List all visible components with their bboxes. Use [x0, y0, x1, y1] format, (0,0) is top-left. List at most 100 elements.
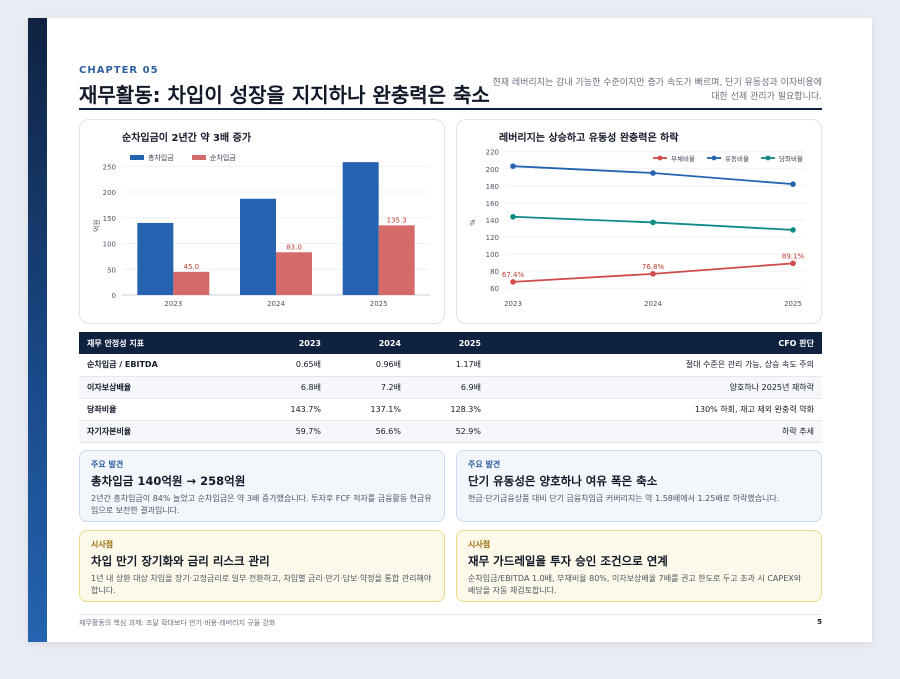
value-2024: 0.96배 [329, 354, 409, 377]
x-tick-label: 2024 [267, 300, 285, 308]
y-tick-label: 160 [486, 200, 499, 208]
data-label: 83.0 [286, 243, 302, 251]
data-point-quick-ratio [650, 219, 656, 226]
table-row: 순차입금 / EBITDA 0.65배 0.96배 1.17배 절대 수준은 관… [79, 354, 822, 377]
y-tick-label: 120 [486, 234, 499, 242]
data-label: 45.0 [184, 263, 200, 271]
y-tick-label: 180 [486, 183, 499, 191]
column-header-2023: 2023 [249, 332, 329, 354]
card-tag: 시사점 [91, 540, 114, 549]
data-point-debt-ratio [650, 271, 656, 277]
data-point-quick-ratio [510, 213, 516, 220]
value-2025: 52.9% [409, 420, 489, 443]
bar-total-borrowings [240, 198, 276, 295]
value-2024: 7.2배 [329, 376, 409, 399]
cfo-view: 절대 수준은 관리 가능, 상승 속도 주의 [489, 354, 822, 377]
side-accent-bar [28, 18, 47, 642]
x-tick-label: 2023 [164, 300, 182, 308]
x-tick-label: 2025 [784, 300, 802, 308]
card-heading: 총차입금 140억원 → 258억원 [91, 474, 246, 488]
y-tick-label: 0 [112, 292, 116, 300]
bar-net-borrowings [378, 225, 415, 295]
metric-name: 순차입금 / EBITDA [79, 354, 249, 377]
metric-name: 자기자본비율 [79, 420, 249, 443]
y-tick-label: 250 [103, 163, 116, 171]
data-point-quick-ratio [790, 227, 796, 233]
card-heading: 단기 유동성은 양호하나 여유 폭은 축소 [468, 474, 658, 488]
borrowings-chart-panel: 순차입금이 2년간 약 3배 증가 0 50 100 150 200 250 억원 45.0 20… [79, 119, 445, 324]
card-tag: 주요 발견 [468, 460, 501, 469]
legend-swatch [192, 155, 206, 160]
y-tick-label: 140 [486, 217, 499, 225]
chart-title: 레버리지는 상승하고 유동성 완충력은 하락 [499, 131, 679, 144]
bar-total-borrowings [137, 222, 174, 295]
value-2025: 1.17배 [409, 354, 489, 377]
page-number: 5 [817, 618, 822, 626]
table-row: 당좌비율 143.7% 137.1% 128.3% 130% 하회, 재고 제외… [79, 398, 822, 421]
data-point-current-ratio [510, 163, 516, 170]
y-tick-label: 150 [103, 215, 116, 223]
value-2023: 6.8배 [249, 376, 329, 399]
legend-marker [711, 155, 717, 161]
bar-net-borrowings [173, 271, 210, 295]
legend-label: 총차입금 [148, 153, 174, 162]
x-tick-label: 2024 [644, 300, 662, 308]
metric-name: 당좌비율 [79, 398, 249, 421]
data-point-current-ratio [790, 181, 796, 187]
title-rule [79, 108, 822, 110]
cfo-view: 양호하나 2025년 재하락 [489, 376, 822, 399]
cfo-view: 하락 추세 [489, 420, 822, 443]
report-page: CHAPTER 05 재무활동: 차입이 성장을 지지하나 완충력은 축소 현재… [28, 18, 872, 642]
bar-total-borrowings [342, 162, 379, 295]
y-axis-label: % [469, 219, 477, 226]
card-body: 순차입금/EBITDA 1.0배, 부채비율 80%, 이자보상배율 7배를 권… [468, 574, 802, 595]
data-label: 76.8% [642, 263, 665, 271]
data-label: 135.3 [387, 216, 407, 224]
card-heading: 차입 만기 장기화와 금리 리스크 관리 [91, 554, 270, 568]
value-2025: 128.3% [409, 398, 489, 421]
legend-label: 부채비율 [671, 154, 695, 163]
legend-label: 당좌비율 [779, 154, 803, 163]
card-heading: 재무 가드레일을 투자 승인 조건으로 연계 [468, 554, 668, 568]
stability-table: 재무 안정성 지표 2023 2024 2025 CFO 판단 순차입금 / E… [79, 332, 822, 443]
data-point-debt-ratio [790, 260, 796, 267]
data-label: 89.1% [782, 252, 805, 260]
footer-note: 재무활동의 핵심 과제: 조달 확대보다 만기·비용·레버리지 규율 강화 [79, 619, 276, 627]
metric-name: 이자보상배율 [79, 376, 249, 399]
value-2023: 59.7% [249, 420, 329, 443]
y-tick-label: 220 [486, 149, 499, 157]
implication-card-guardrail: 시사점 재무 가드레일을 투자 승인 조건으로 연계 순차입금/EBITDA 1… [456, 530, 822, 602]
y-axis-label: 억원 [92, 219, 101, 232]
leverage-chart-panel: 레버리지는 상승하고 유동성 완충력은 하락 60 80 100 120 140 160 18… [456, 119, 822, 324]
borrowings-bar-chart: 순차입금이 2년간 약 3배 증가 0 50 100 150 200 250 억원 45.0 20… [92, 131, 430, 308]
card-body: 1년 내 상환 대상 차입을 장기·고정금리로 일부 전환하고, 차입별 금리·… [91, 574, 432, 595]
table-header-row: 재무 안정성 지표 2023 2024 2025 CFO 판단 [79, 332, 822, 354]
data-label: 67.4% [502, 271, 525, 279]
legend-marker [657, 155, 663, 161]
card-tag: 주요 발견 [91, 460, 124, 469]
chart-title: 순차입금이 2년간 약 3배 증가 [122, 131, 252, 144]
y-tick-label: 200 [486, 166, 499, 174]
data-point-debt-ratio [510, 279, 516, 285]
column-header-2024: 2024 [329, 332, 409, 354]
chapter-label: CHAPTER 05 [79, 65, 159, 76]
finding-card-liquidity: 주요 발견 단기 유동성은 양호하나 여유 폭은 축소 현금·단기금융상품 대비… [456, 450, 822, 522]
card-body: 현금·단기금융상품 대비 단기 금융차입금 커버리지는 약 1.58배에서 1.… [468, 494, 780, 503]
x-tick-label: 2025 [370, 300, 388, 308]
table-row: 자기자본비율 59.7% 56.6% 52.9% 하락 추세 [79, 420, 822, 443]
y-tick-label: 100 [486, 251, 499, 259]
bar-net-borrowings [276, 252, 312, 295]
data-point-current-ratio [650, 170, 656, 176]
column-header-cfo-view: CFO 판단 [489, 332, 822, 354]
y-tick-label: 60 [490, 285, 499, 293]
x-tick-label: 2023 [504, 300, 522, 308]
card-body: 2년간 총차입금이 84% 늘었고 순차입금은 약 3배 증가했습니다. 투자후… [91, 494, 432, 515]
legend-swatch [130, 155, 144, 160]
implication-card-maturity: 시사점 차입 만기 장기화와 금리 리스크 관리 1년 내 상환 대상 차입을 … [79, 530, 445, 602]
value-2023: 0.65배 [249, 354, 329, 377]
y-tick-label: 50 [107, 266, 116, 274]
finding-card-borrowings: 주요 발견 총차입금 140억원 → 258억원 2년간 총차입금이 84% 늘… [79, 450, 445, 522]
value-2023: 143.7% [249, 398, 329, 421]
page-subtitle: 현재 레버리지는 감내 가능한 수준이지만 증가 속도가 빠르며, 단기 유동성… [492, 78, 822, 102]
column-header-metric: 재무 안정성 지표 [79, 332, 249, 354]
